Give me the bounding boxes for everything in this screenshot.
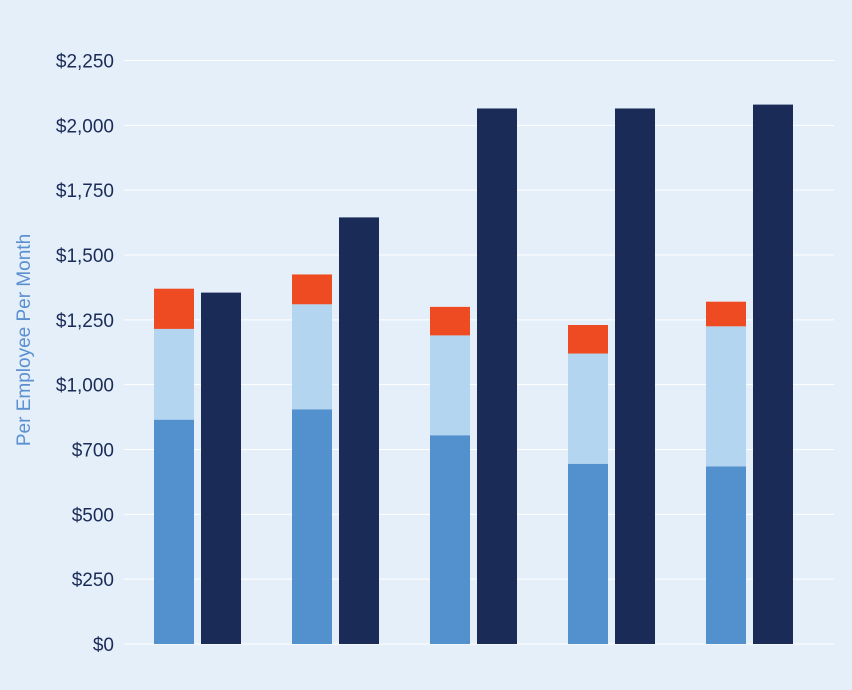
stacked-bar-segment-2: [430, 335, 470, 436]
stacked-bar-segment-3: [706, 301, 746, 327]
y-tick-label: $1,750: [56, 181, 114, 202]
y-tick-label: $1,000: [56, 376, 114, 397]
stacked-bar-segment-1: [568, 463, 608, 644]
stacked-bar-segment-2: [154, 328, 194, 420]
y-tick-label: $1,250: [56, 311, 114, 332]
stacked-bar-segment-3: [292, 274, 332, 305]
y-tick-label: $1,500: [56, 246, 114, 267]
y-tick-label: $250: [72, 570, 114, 591]
comparison-bar: [339, 217, 379, 644]
y-tick-label: $2,000: [56, 116, 114, 137]
stacked-bar-segment-3: [568, 325, 608, 354]
stacked-bar-segment-1: [154, 419, 194, 644]
stacked-bar-segment-3: [430, 306, 470, 336]
y-tick-label: $2,250: [56, 52, 114, 73]
stacked-bar-segment-2: [292, 304, 332, 410]
bars: [154, 104, 793, 644]
y-tick-label: $0: [93, 635, 114, 656]
y-axis-label: Per Employee Per Month: [14, 234, 35, 446]
y-axis-ticks: $0 $250 $500 $700 $1,000 $1,250 $1,500 $1,750 $2…: [56, 52, 114, 657]
y-tick-label: $500: [72, 505, 114, 526]
comparison-bar: [477, 108, 517, 644]
comparison-bar: [615, 108, 655, 644]
y-tick-label: $700: [72, 441, 114, 462]
stacked-bar-segment-1: [292, 409, 332, 644]
stacked-bar-segment-2: [706, 326, 746, 467]
stacked-bar-segment-3: [154, 288, 194, 329]
stacked-bar-segment-1: [430, 435, 470, 644]
stacked-bar-segment-2: [568, 353, 608, 464]
comparison-bar: [201, 292, 241, 644]
comparison-bar: [753, 104, 793, 644]
stacked-bar-segment-1: [706, 466, 746, 644]
